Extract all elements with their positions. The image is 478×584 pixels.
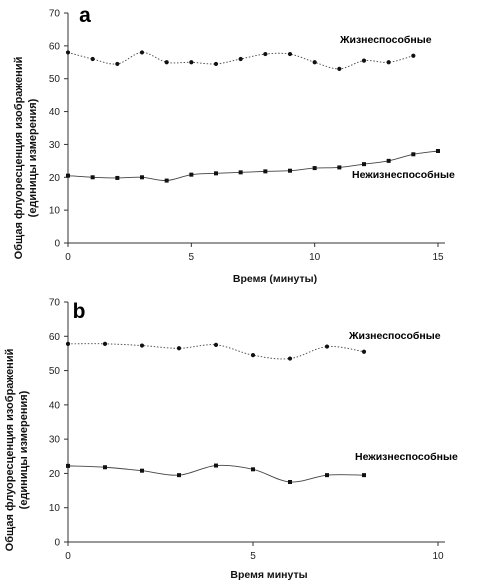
data-point — [189, 172, 194, 177]
x-tick-label: 5 — [250, 551, 256, 562]
data-point — [324, 344, 330, 349]
data-point — [139, 343, 145, 348]
data-point — [177, 473, 181, 478]
data-point — [411, 53, 416, 58]
series-line — [67, 343, 365, 360]
y-tick-label: 50 — [49, 74, 61, 85]
y-tick-label: 40 — [49, 400, 61, 411]
data-point — [176, 346, 182, 351]
y-axis-label: Общая флуоресценция изображений — [4, 349, 16, 552]
x-axis-label: Время минуты — [230, 569, 307, 581]
x-axis-label: Время (минуты) — [233, 273, 317, 285]
data-point — [214, 171, 218, 176]
data-point — [312, 166, 317, 171]
data-point — [411, 152, 416, 157]
y-tick-label: 60 — [49, 41, 61, 52]
data-point — [238, 56, 243, 62]
data-point — [103, 465, 107, 470]
y-tick-label: 10 — [49, 206, 61, 217]
data-point — [362, 473, 366, 478]
series-label: Нежизнеспособные — [355, 451, 458, 463]
data-point — [65, 341, 71, 346]
x-tick-label: 10 — [309, 252, 321, 263]
data-point — [139, 50, 145, 55]
data-point — [213, 61, 219, 67]
data-point — [288, 480, 292, 484]
data-point — [238, 170, 243, 175]
data-point — [288, 168, 292, 173]
data-point — [386, 60, 391, 65]
data-point — [436, 149, 440, 153]
data-point — [361, 58, 367, 63]
data-point — [312, 60, 317, 65]
data-point — [164, 60, 169, 65]
y-tick-label: 40 — [49, 107, 61, 118]
y-tick-label: 50 — [49, 366, 61, 377]
y-tick-label: 10 — [49, 503, 61, 514]
data-point — [189, 60, 194, 65]
data-point — [65, 50, 71, 55]
y-tick-label: 0 — [54, 239, 60, 250]
data-point — [115, 61, 120, 67]
data-point — [362, 162, 366, 167]
panel-label: b — [73, 300, 86, 323]
data-point — [140, 175, 144, 180]
series-line — [67, 150, 439, 182]
data-point — [251, 467, 255, 472]
data-point — [361, 349, 367, 354]
data-point — [214, 463, 218, 468]
x-tick-label: 0 — [65, 551, 71, 562]
y-tick-label: 0 — [54, 538, 60, 549]
data-point — [263, 169, 268, 174]
data-point — [66, 463, 70, 468]
data-point — [263, 51, 268, 57]
data-point — [213, 342, 219, 347]
data-point — [164, 178, 169, 183]
x-tick-label: 15 — [432, 252, 444, 263]
data-point — [386, 158, 391, 163]
y-tick-label: 30 — [49, 435, 61, 446]
data-point — [287, 51, 293, 57]
series-label: Нежизнеспособные — [352, 169, 455, 181]
panel-label: a — [79, 4, 91, 27]
data-point — [325, 473, 329, 478]
x-tick-label: 0 — [65, 252, 71, 263]
y-tick-label: 70 — [49, 298, 61, 309]
data-point — [337, 66, 342, 71]
data-point — [337, 165, 342, 170]
series-label: Жизнеспособные — [339, 34, 432, 46]
data-point — [250, 353, 256, 358]
y-tick-label: 70 — [49, 9, 61, 20]
y-axis-label-units: (единицы измерения) — [18, 390, 30, 509]
data-point — [140, 468, 144, 473]
y-tick-label: 20 — [49, 469, 61, 480]
series-line — [67, 464, 365, 483]
data-point — [287, 356, 293, 361]
data-point — [66, 173, 70, 178]
data-point — [115, 175, 120, 180]
x-tick-label: 5 — [189, 252, 195, 263]
y-axis-label: Общая флуоресценция изображений — [13, 57, 25, 260]
y-tick-label: 60 — [49, 332, 61, 343]
series-label: Жизнеспособные — [348, 330, 441, 342]
data-point — [102, 341, 108, 346]
data-point — [90, 56, 95, 62]
y-tick-label: 30 — [49, 140, 61, 151]
y-tick-label: 20 — [49, 173, 61, 184]
y-axis-label-units: (единицы измерения) — [27, 98, 39, 217]
data-point — [90, 175, 95, 180]
x-tick-label: 10 — [432, 551, 444, 562]
